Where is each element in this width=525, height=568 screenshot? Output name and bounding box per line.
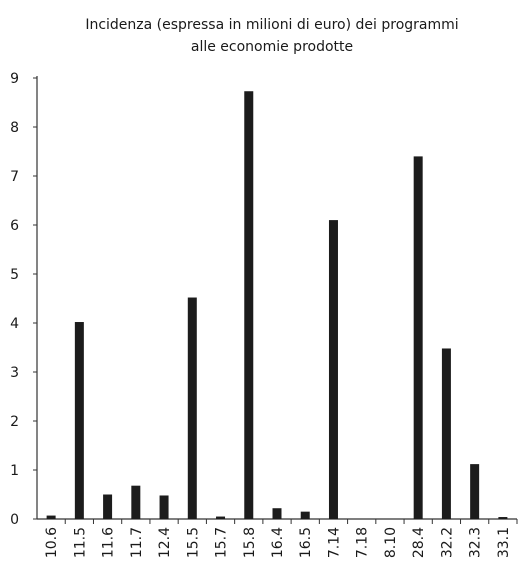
y-tick-label: 0 — [10, 512, 19, 528]
y-tick-label: 6 — [10, 218, 19, 234]
x-tick-label: 15.8 — [242, 527, 258, 558]
plot-area: 0 1 2 3 4 5 6 7 8 9 10.6 11.5 11.6 11.7 12.4 15.5 15.7 15… — [10, 71, 518, 558]
bar — [300, 511, 310, 519]
bar — [187, 297, 197, 519]
bar — [74, 322, 84, 519]
bar — [470, 464, 480, 519]
bar — [131, 485, 141, 519]
x-tick-label: 11.7 — [129, 527, 145, 558]
y-tick-label: 3 — [10, 365, 19, 381]
x-tick-label: 7.14 — [326, 527, 342, 558]
y-tick-label: 4 — [10, 316, 19, 332]
bar — [103, 494, 113, 519]
x-tick-label: 11.5 — [72, 527, 88, 558]
chart-title-line-1: Incidenza (espressa in milioni di euro) … — [85, 17, 458, 33]
y-tick-label: 5 — [10, 267, 19, 283]
x-tick-label: 11.6 — [101, 527, 117, 558]
y-tick-label: 9 — [10, 71, 19, 87]
x-tick-label: 12.4 — [157, 527, 173, 558]
y-tick-label: 8 — [10, 120, 19, 136]
x-tick-label: 32.2 — [439, 527, 455, 558]
x-tick-label: 28.4 — [411, 527, 427, 558]
x-tick-label: 7.18 — [355, 527, 371, 558]
x-tick-label: 10.6 — [44, 527, 60, 558]
x-tick-label: 32.3 — [468, 527, 484, 558]
x-tick-label: 16.4 — [270, 527, 286, 558]
x-tick-label: 15.5 — [185, 527, 201, 558]
bar — [413, 156, 423, 519]
x-tick-label: 8.10 — [383, 527, 399, 558]
bar — [216, 516, 226, 519]
y-tick-label: 7 — [10, 169, 19, 185]
bar — [328, 220, 338, 519]
bar — [272, 508, 282, 519]
bar — [159, 495, 169, 519]
x-tick-label: 15.7 — [214, 527, 230, 558]
chart-title-line-2: alle economie prodotte — [191, 39, 353, 55]
bar — [498, 517, 508, 519]
y-tick-label: 2 — [10, 414, 19, 430]
bar — [244, 91, 254, 519]
bar — [441, 348, 451, 519]
x-tick-label: 16.5 — [298, 527, 314, 558]
y-tick-label: 1 — [10, 463, 19, 479]
bar — [46, 515, 56, 519]
x-tick-label: 33.1 — [496, 527, 512, 558]
